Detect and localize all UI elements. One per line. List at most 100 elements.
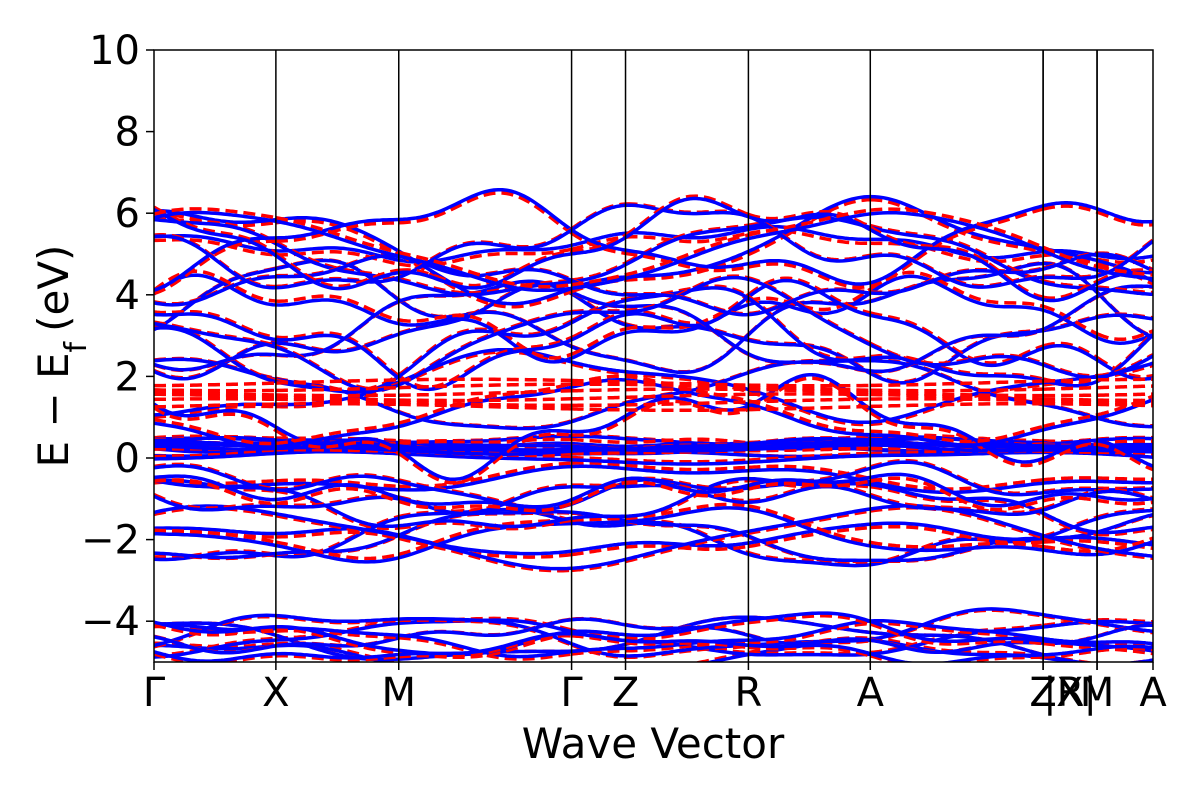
band-line-solid xyxy=(1096,512,1153,534)
band-line-solid xyxy=(275,298,400,326)
band-line-solid xyxy=(870,521,1044,542)
band-line-dashed xyxy=(1042,304,1098,336)
band-line-solid xyxy=(1042,438,1098,461)
band-line-dashed xyxy=(571,233,627,254)
band-line-solid xyxy=(748,453,871,465)
band-line-solid xyxy=(275,636,400,648)
band-line-dashed xyxy=(869,476,1044,491)
band-line-solid xyxy=(275,651,399,660)
band-line-solid xyxy=(571,448,626,453)
band-line-solid xyxy=(571,629,626,637)
band-line-solid xyxy=(275,613,399,624)
band-line-dashed xyxy=(625,251,749,273)
band-line-solid xyxy=(275,495,400,509)
band-line-dashed xyxy=(624,194,749,237)
band-line-solid xyxy=(398,534,572,571)
band-line-dashed xyxy=(870,379,1044,388)
y-axis: −4 −2 0 2 4 6 8 10 xyxy=(81,28,154,645)
band-line-solid xyxy=(625,518,749,538)
band-line-dashed xyxy=(625,640,749,653)
band-line-dashed xyxy=(1043,402,1098,407)
band-line-solid xyxy=(1042,548,1098,557)
band-line-dashed xyxy=(398,250,572,289)
band-line-dashed xyxy=(625,620,749,640)
band-line-solid xyxy=(625,248,749,269)
band-line-dashed xyxy=(1043,385,1098,391)
band-line-dashed xyxy=(571,378,626,384)
band-line-dashed xyxy=(625,400,749,407)
band-line-solid xyxy=(869,480,1044,495)
y-axis-title-main: E − E xyxy=(29,352,78,467)
band-line-solid xyxy=(870,267,1044,296)
band-line-dashed xyxy=(275,401,399,407)
band-line-solid xyxy=(398,410,573,431)
band-line-solid xyxy=(1096,287,1153,297)
band-line-solid xyxy=(570,313,626,342)
band-line-dashed xyxy=(748,464,871,481)
y-tick-label: −2 xyxy=(81,518,140,564)
band-line-solid xyxy=(1042,249,1098,272)
band-line-dashed xyxy=(571,516,626,523)
band-line-dashed xyxy=(625,392,749,400)
band-line-dashed xyxy=(1042,535,1098,553)
band-line-solid xyxy=(625,333,750,375)
band-line-dashed xyxy=(275,627,400,655)
band-line-solid xyxy=(154,210,277,224)
band-line-solid xyxy=(1042,378,1098,388)
band-line-solid xyxy=(154,635,277,655)
band-line-solid xyxy=(869,460,1044,497)
band-line-solid xyxy=(274,254,400,291)
band-line-dashed xyxy=(1042,495,1098,503)
band-line-dashed xyxy=(748,262,871,290)
band-line-solid xyxy=(397,249,573,306)
band-line-solid xyxy=(870,380,1044,424)
band-line-solid xyxy=(571,519,626,526)
band-line-dashed xyxy=(154,449,276,459)
band-line-solid xyxy=(1096,508,1153,521)
band-line-solid xyxy=(625,618,749,638)
band-line-dashed xyxy=(1042,279,1098,300)
band-line-dashed xyxy=(275,421,400,446)
band-line-solid xyxy=(571,464,626,471)
band-line-dashed xyxy=(869,270,1044,308)
band-line-dashed xyxy=(870,390,1044,398)
band-line-solid xyxy=(1096,268,1153,281)
band-line-solid xyxy=(869,407,1044,464)
band-line-dashed xyxy=(748,385,871,392)
band-line-solid xyxy=(571,263,627,284)
band-line-solid xyxy=(1097,640,1153,646)
band-line-solid xyxy=(1096,619,1153,626)
band-line-solid xyxy=(624,196,750,239)
band-line-dashed xyxy=(748,387,871,395)
band-line-solid xyxy=(154,275,276,307)
band-line-dashed xyxy=(1043,378,1098,383)
band-line-dashed xyxy=(571,634,626,645)
band-line-solid xyxy=(1096,546,1153,558)
band-line-dashed xyxy=(398,518,572,531)
band-line-solid xyxy=(275,449,399,456)
band-line-solid xyxy=(625,466,749,475)
band-line-solid xyxy=(1042,201,1098,211)
band-line-solid xyxy=(1096,416,1153,429)
band-line-dashed xyxy=(398,397,572,403)
band-line-solid xyxy=(154,321,277,349)
band-line-solid xyxy=(1042,315,1098,333)
band-line-solid xyxy=(570,290,626,309)
band-line-solid xyxy=(869,343,1044,367)
y-tick-label: 0 xyxy=(115,436,140,482)
band-line-solid xyxy=(625,529,749,562)
band-line-solid xyxy=(154,208,277,258)
band-line-dashed xyxy=(571,437,626,444)
band-line-solid xyxy=(154,402,277,429)
band-line-dashed xyxy=(398,634,572,659)
x-tick-label: M xyxy=(1080,670,1115,716)
band-line-dashed xyxy=(398,661,405,662)
band-line-dashed xyxy=(571,417,627,437)
band-line-solid xyxy=(870,544,1044,553)
band-line-solid xyxy=(1096,451,1153,459)
band-line-solid xyxy=(398,317,573,364)
band-line-solid xyxy=(571,441,626,449)
y-tick-label: 8 xyxy=(115,110,140,156)
band-line-solid xyxy=(625,303,750,356)
band-line-dashed xyxy=(154,402,276,409)
